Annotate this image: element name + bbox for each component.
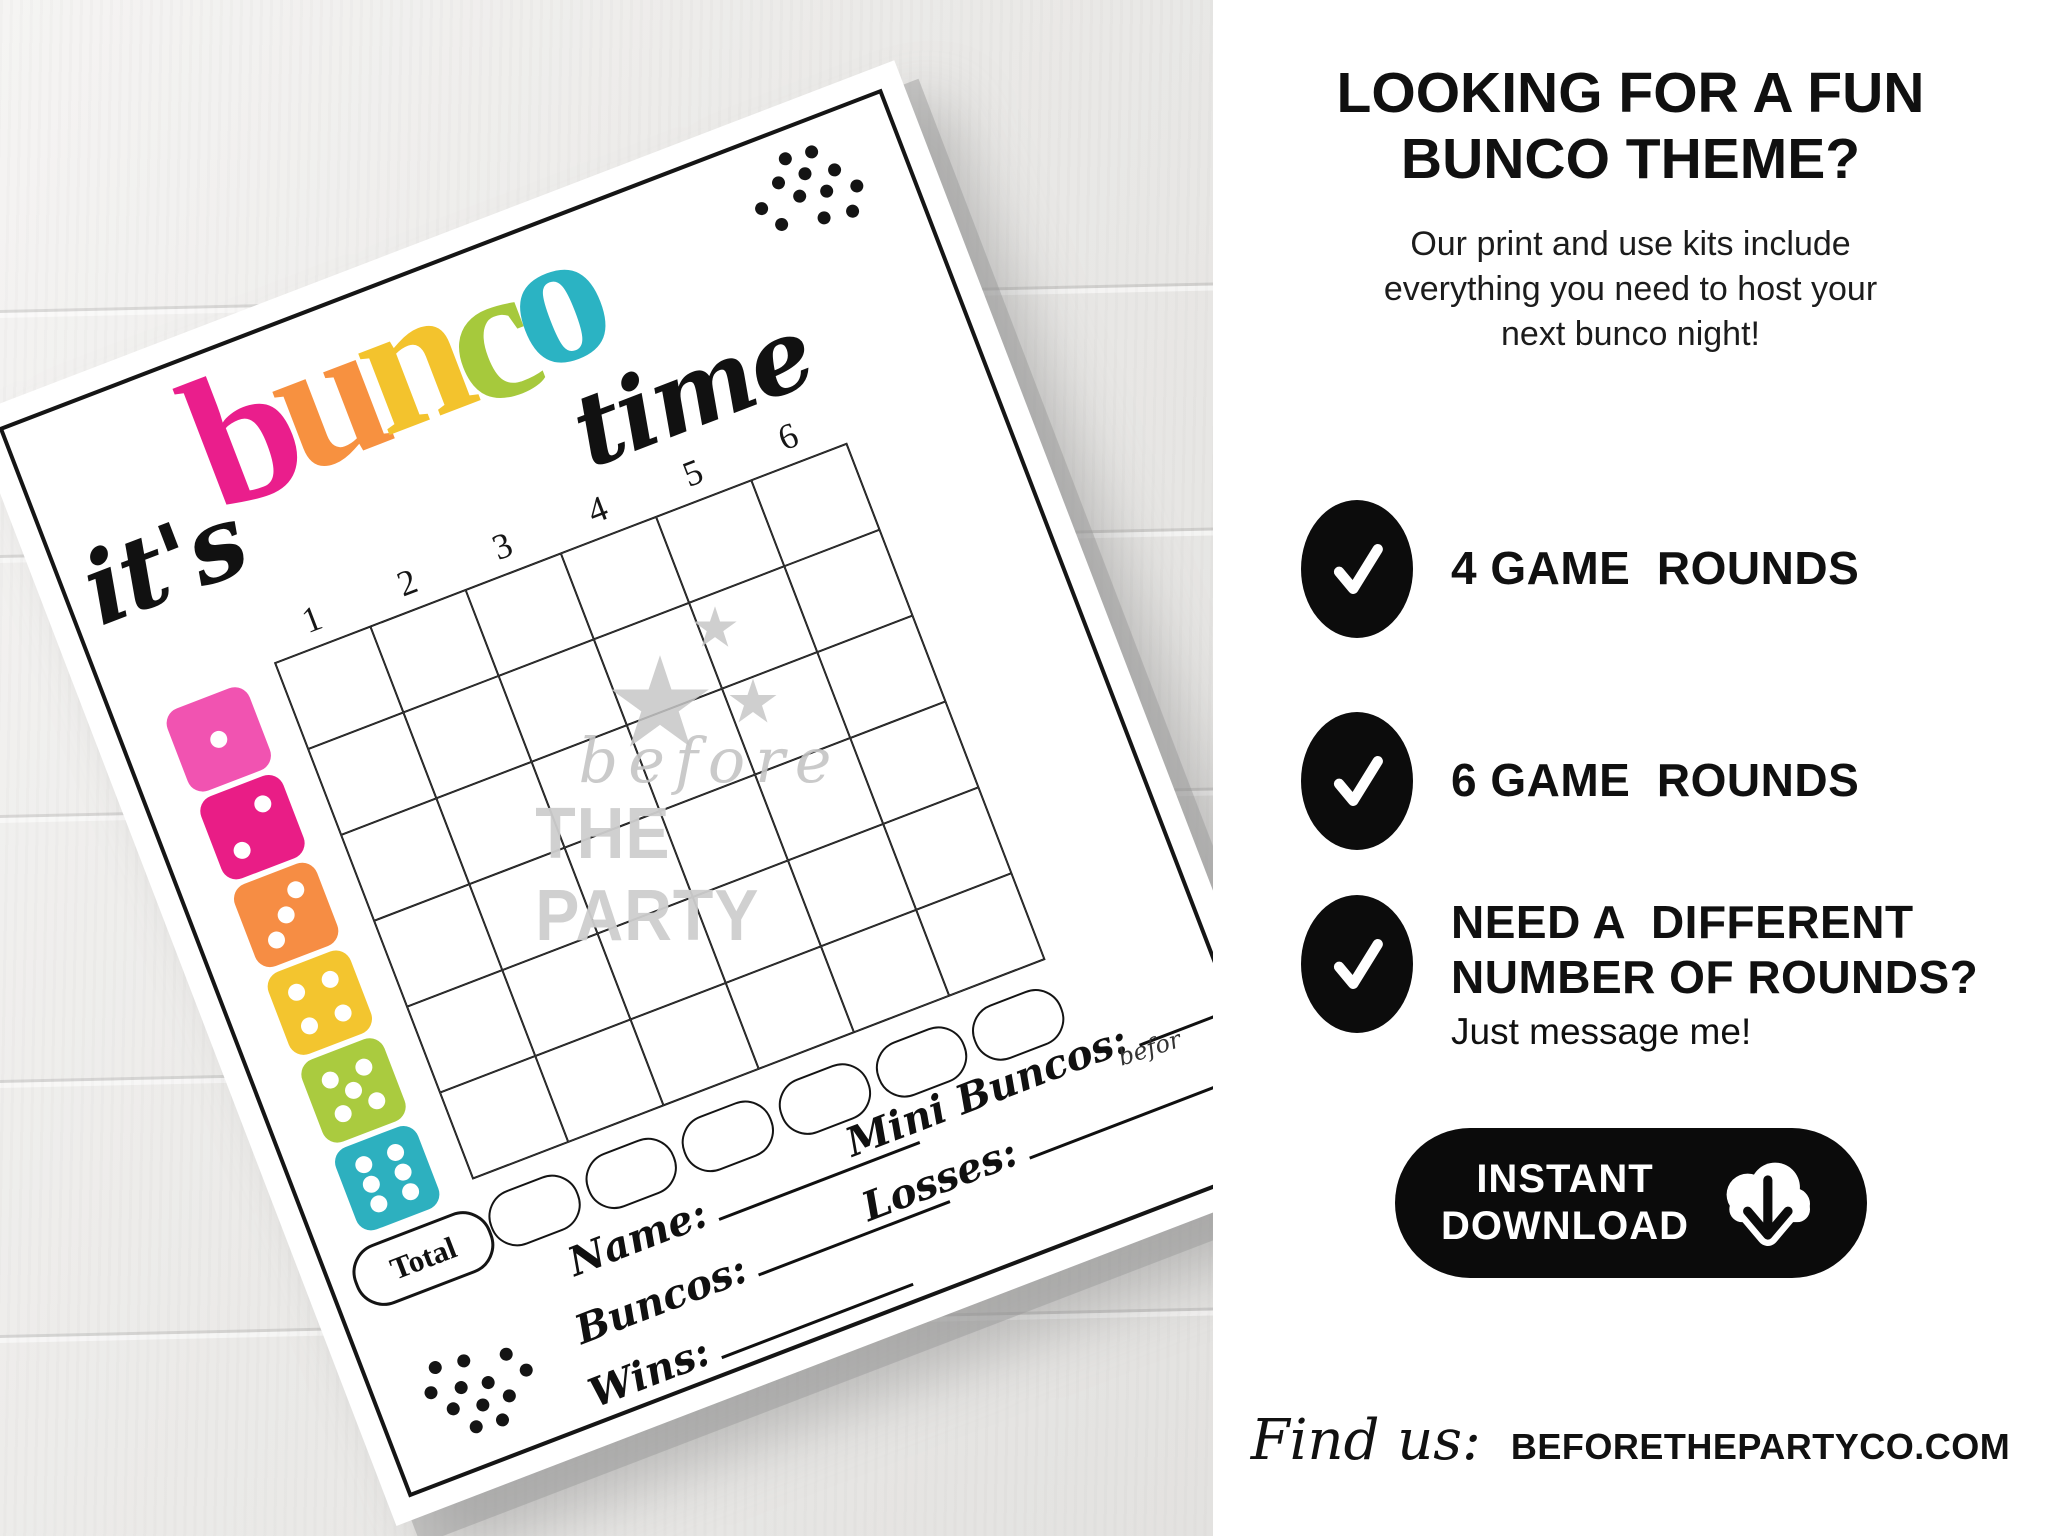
dots-decoration-top-right <box>728 115 894 272</box>
cloud-download-icon <box>1711 1150 1821 1257</box>
panel-heading: LOOKING FOR A FUN BUNCO THEME? <box>1336 61 1925 192</box>
feature-bullet-row: 6 GAME ROUNDS <box>1301 712 1859 850</box>
website-url: BEFORETHEPARTYCO.COM <box>1510 1426 2011 1467</box>
marketing-panel: LOOKING FOR A FUN BUNCO THEME? Our print… <box>1213 0 2048 1536</box>
bullet-label: NEED A DIFFERENT NUMBER OF ROUNDS? <box>1451 896 1979 1004</box>
bullet-subtext: Just message me! <box>1451 1011 1752 1053</box>
feature-bullet-row: NEED A DIFFERENT NUMBER OF ROUNDS? Just m… <box>1301 895 1978 1053</box>
dots-decoration-bottom-left <box>394 1306 560 1463</box>
feature-bullet-row: 4 GAME ROUNDS <box>1301 500 1859 638</box>
instant-download-button[interactable]: INSTANT DOWNLOAD <box>1395 1128 1867 1278</box>
bullet-label: 4 GAME ROUNDS <box>1451 542 1860 595</box>
bullet-label: 6 GAME ROUNDS <box>1451 754 1860 807</box>
instant-download-label: INSTANT DOWNLOAD <box>1441 1156 1689 1248</box>
checkmark-circle-icon <box>1301 712 1413 850</box>
find-us-script: Find us: <box>1250 1408 1481 1473</box>
checkmark-circle-icon <box>1301 895 1413 1033</box>
panel-intro: Our print and use kits include everythin… <box>1383 225 1878 353</box>
checkmark-circle-icon <box>1301 500 1413 638</box>
footer: Find us: BEFORETHEPARTYCO.COM <box>1213 1408 2048 1473</box>
